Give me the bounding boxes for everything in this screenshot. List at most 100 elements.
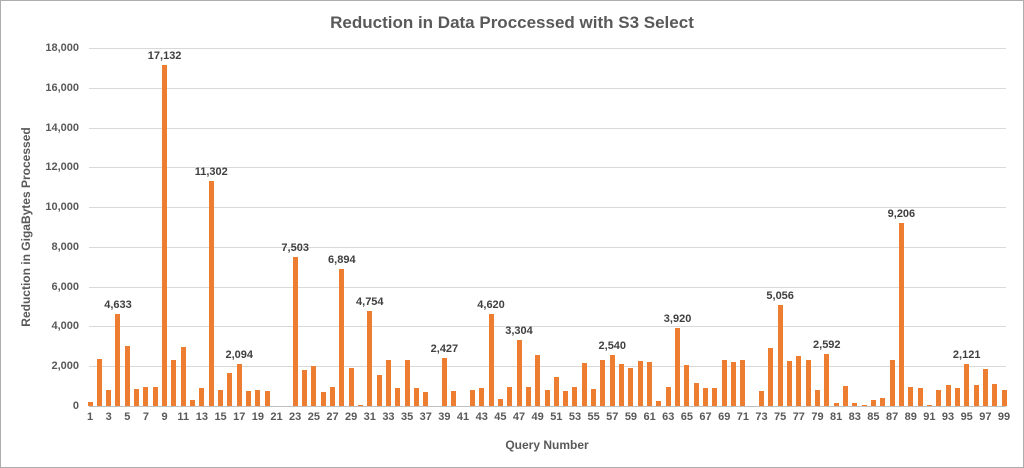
x-tick-label: 13 [195,411,209,423]
bar-q35 [404,360,410,406]
bar-q32 [376,374,382,406]
bar-q52 [563,390,569,406]
x-tick-label: 47 [512,411,526,423]
x-axis-title: Query Number [505,438,589,452]
y-tick-label: 12,000 [45,161,79,174]
bar-q26 [320,392,326,406]
x-tick-label: 35 [400,411,414,423]
y-tick-label: 2,000 [51,360,79,373]
bar-q6 [134,389,140,406]
bar-q37 [423,391,429,406]
bar-q84 [861,405,867,406]
x-tick-label: 73 [755,411,768,423]
x-tick-label: 29 [345,411,358,423]
bar-data-label: 17,132 [147,50,182,63]
x-tick-label: 43 [475,411,488,423]
bar-data-label: 2,592 [813,339,841,352]
x-tick-label: 51 [550,411,563,423]
x-tick-label: 77 [792,411,805,423]
gridline [89,207,1006,209]
bar-q70 [731,362,737,406]
bar-data-label: 2,121 [952,348,981,361]
bar-q96 [973,384,979,406]
bar-q99 [1001,390,1007,406]
bar-q73 [759,390,764,406]
x-tick-label: 59 [624,411,638,423]
bar-q85 [870,399,876,406]
bar-q87 [889,360,895,406]
bar-q25 [311,366,317,406]
bar-q14 [208,181,214,406]
x-tick-label: 87 [885,411,899,423]
bar-data-label: 11,302 [194,166,228,179]
bar-q49 [535,355,541,406]
x-tick-label: 49 [531,411,544,423]
bar-q97 [982,369,988,406]
bar-data-label: 4,754 [356,296,384,309]
bar-q74 [768,347,774,406]
bar-data-label: 4,633 [104,298,132,311]
bar-data-label: 2,540 [598,340,627,353]
x-tick-label: 9 [161,411,168,423]
gridline [89,127,1006,129]
bar-q30 [357,404,363,406]
gridline [89,48,1006,49]
bar-q65 [684,365,690,406]
x-tick-label: 27 [326,411,339,423]
x-tick-label: 53 [568,411,582,423]
bar-q80 [824,354,830,406]
x-axis-line [89,406,1006,407]
bar-q86 [880,398,886,406]
bar-q53 [572,386,578,406]
x-tick-label: 19 [251,411,264,423]
bar-q92 [936,390,942,406]
x-tick-label: 37 [419,411,432,423]
gridline [89,366,1006,368]
y-tick-label: 4,000 [51,320,79,333]
bar-data-label: 5,056 [766,290,794,303]
bar-q27 [329,387,335,406]
x-tick-label: 31 [363,411,376,423]
bar-data-label: 3,920 [663,313,692,326]
bar-q62 [656,400,662,406]
bar-q11 [180,347,186,406]
bar-q98 [992,384,998,406]
gridline [89,87,1006,89]
bar-data-label: 2,427 [430,342,459,355]
x-tick-label: 69 [718,411,731,423]
bar-q44 [488,314,494,406]
bar-q63 [665,387,671,406]
bar-q42 [469,390,475,406]
bar-q15 [218,390,224,406]
y-tick-label: 18,000 [45,42,79,54]
x-tick-label: 3 [105,411,112,423]
x-tick-label: 63 [662,411,675,423]
bar-q88 [898,222,904,406]
bar-q54 [581,363,587,406]
chart-title: Reduction in Data Proccessed with S3 Sel… [330,13,694,32]
bar-q90 [917,388,923,406]
x-tick-label: 11 [177,411,190,423]
gridline [89,246,1006,248]
bar-q50 [544,390,550,406]
x-tick-label: 21 [270,411,283,423]
bar-q76 [786,360,792,406]
x-tick-label: 17 [233,411,246,423]
bar-q48 [525,387,531,406]
bar-q57 [609,355,615,406]
bar-q34 [395,388,401,406]
bar-q43 [479,387,485,406]
x-tick-label: 97 [979,411,992,423]
bar-q3 [106,389,112,406]
x-tick-label: 55 [587,411,600,423]
x-tick-label: 71 [736,411,749,423]
x-tick-label: 5 [124,411,131,423]
bar-q77 [796,356,802,406]
y-tick-label: 14,000 [45,121,79,134]
bar-q40 [451,391,457,406]
x-tick-label: 83 [848,411,861,423]
bar-data-label: 9,206 [887,207,916,220]
x-tick-label: 7 [142,411,150,423]
